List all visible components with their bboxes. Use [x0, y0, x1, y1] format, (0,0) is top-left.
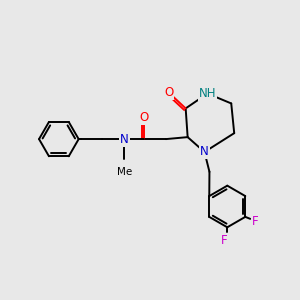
- Text: F: F: [252, 215, 259, 228]
- Text: O: O: [164, 86, 173, 99]
- Text: N: N: [120, 133, 129, 146]
- Text: NH: NH: [199, 87, 216, 100]
- Text: N: N: [200, 146, 209, 158]
- Text: O: O: [140, 111, 149, 124]
- Text: Me: Me: [117, 167, 132, 177]
- Text: F: F: [221, 234, 228, 247]
